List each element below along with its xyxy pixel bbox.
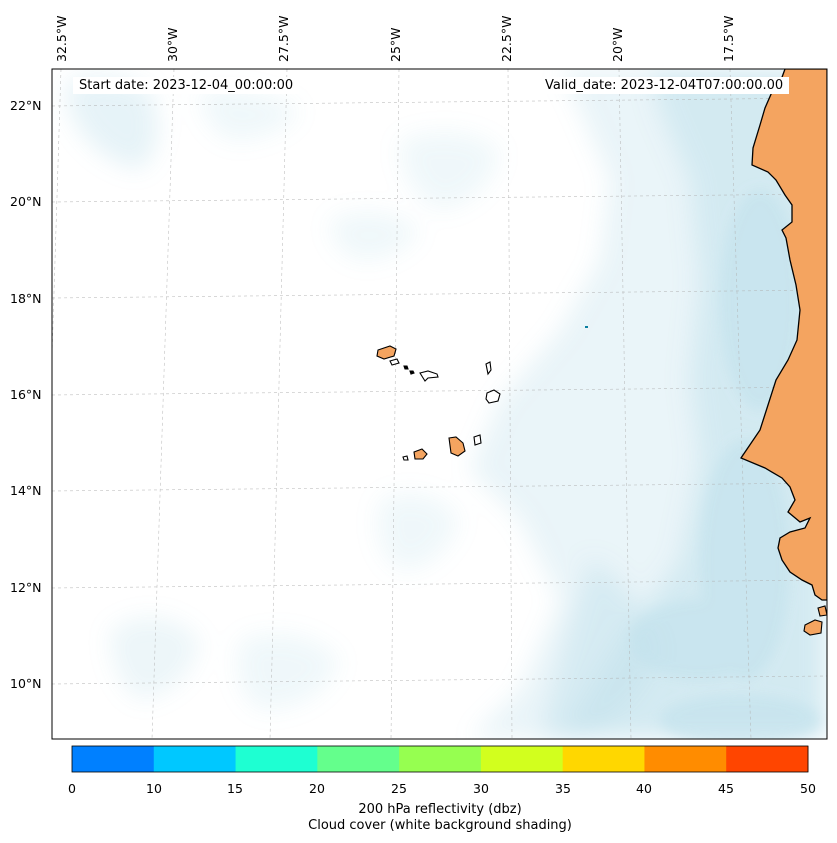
colorbar-tick-label: 30 [473, 781, 489, 796]
valid-date-label: Valid_date: 2023-12-04T07:00:00.00 [539, 77, 790, 94]
colorbar-subtitle: Cloud cover (white background shading) [308, 818, 572, 833]
colorbar-tick-label: 10 [146, 781, 162, 796]
map-frame [51, 68, 828, 740]
lat-label: 20°N [10, 194, 42, 209]
colorbar-segment [72, 746, 155, 772]
colorbar-segment [317, 746, 400, 772]
cape-verde-islands [376, 345, 501, 461]
colorbar-frame [71, 745, 809, 773]
cloud-cover-shading [66, 69, 827, 739]
colorbar-segment [153, 746, 237, 772]
colorbar-tick-label: 45 [718, 781, 734, 796]
lat-label: 22°N [10, 98, 42, 113]
lon-label: 22.5°W [499, 15, 514, 62]
lat-label: 18°N [10, 291, 42, 306]
colorbar-segment [480, 746, 564, 772]
colorbar-tick-label: 0 [68, 781, 76, 796]
lat-label: 12°N [10, 580, 42, 595]
lat-label: 10°N [10, 676, 42, 691]
lon-label: 32.5°W [54, 15, 69, 62]
africa-coast-islet [817, 605, 827, 617]
colorbar-segment [235, 746, 318, 772]
colorbar-segment [562, 746, 645, 772]
colorbar-segment [644, 746, 727, 772]
colorbar [72, 746, 809, 772]
colorbar-tick-label: 35 [555, 781, 571, 796]
colorbar-segment [399, 746, 482, 772]
lon-label: 25°W [388, 27, 403, 62]
lon-label: 27.5°W [276, 15, 291, 62]
colorbar-tick-label: 40 [636, 781, 652, 796]
lat-label: 16°N [10, 387, 42, 402]
colorbar-tick-label: 25 [391, 781, 407, 796]
colorbar-segment [726, 746, 809, 772]
lon-label: 20°W [610, 27, 625, 62]
map-plot-area [52, 69, 827, 739]
colorbar-title: 200 hPa reflectivity (dbz) [358, 802, 522, 817]
colorbar-tick-label: 50 [800, 781, 816, 796]
lon-label: 30°W [165, 27, 180, 62]
gridlines [52, 69, 827, 739]
lon-label: 17.5°W [721, 15, 736, 62]
lat-label: 14°N [10, 483, 42, 498]
colorbar-tick-label: 20 [309, 781, 325, 796]
start-date-label: Start date: 2023-12-04_00:00:00 [73, 77, 300, 94]
colorbar-tick-label: 15 [227, 781, 243, 796]
africa-coast-islet [803, 619, 823, 636]
africa-landmass [740, 69, 827, 601]
